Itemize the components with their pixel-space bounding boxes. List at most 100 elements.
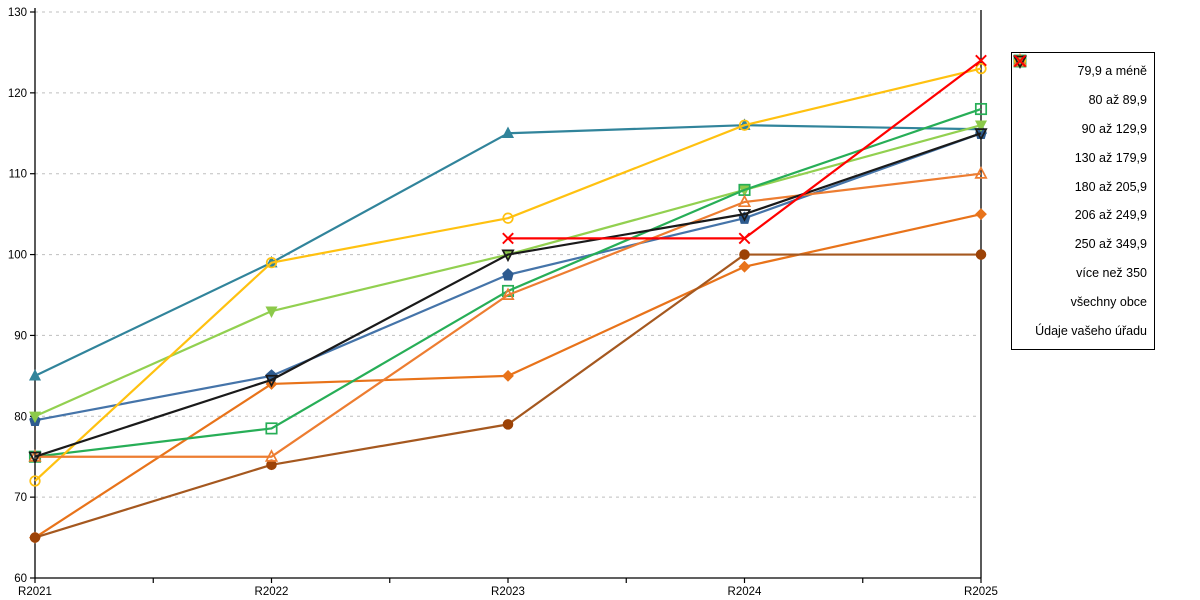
x-marker-icon [738,232,751,245]
data-point [264,449,279,462]
legend-item: 250 až 349,9 [1013,54,1147,255]
data-point [974,128,988,141]
data-point [28,411,42,424]
data-point [266,459,277,471]
circle-marker-icon [265,257,278,269]
data-point [501,287,515,301]
data-point [28,369,42,381]
data-point [975,208,987,221]
data-point [737,209,752,222]
triangle-down-marker-icon [974,120,988,132]
pentagon-marker-icon [502,268,514,281]
triangle-down-marker-icon [1012,55,1028,69]
triangle-up-marker-icon [264,449,279,462]
data-point [265,422,278,435]
legend-item-label: 130 až 179,9 [1074,150,1147,165]
triangle-down-marker-icon [264,374,279,388]
data-point [502,212,514,224]
legend-item: více než 350 [1012,53,1147,284]
y-tick-label: 70 [14,492,27,504]
legend-item: všechny obce [1012,55,1147,313]
circle-marker-icon [738,119,751,131]
legend-item-label: všechny obce [1070,294,1147,309]
square-marker-icon [265,422,278,435]
data-point [974,166,988,179]
data-point [265,306,278,318]
diamond-marker-icon [502,369,514,382]
x-tick-label: R2021 [18,586,52,598]
legend-item: 130 až 179,9 [1013,53,1147,169]
x-marker-icon [1013,54,1027,68]
diamond-marker-icon [738,260,751,273]
y-tick-label: 120 [8,88,27,100]
x-legend-marker-icon [1013,54,1027,68]
y-tick-label: 130 [8,7,27,19]
legend-item: 206 až 249,9 [1013,54,1147,226]
circle-marker-icon [266,459,277,471]
data-point [975,54,987,67]
y-tick-label: 110 [9,169,27,181]
x-marker-icon [975,54,987,67]
legend-item-label: 250 až 349,9 [1074,237,1147,252]
triangle-down-marker-icon [737,209,752,222]
series-line [34,253,981,539]
triangle-up-marker-icon [501,287,515,301]
y-tick-label: 80 [14,411,27,423]
triangle-down-marker-icon [28,451,42,465]
y-tick-label: 100 [8,250,27,262]
x-marker-icon [502,232,514,245]
data-point [502,369,514,382]
legend-item-label: více než 350 [1076,265,1147,280]
legend-item: 90 až 129,9 [1013,53,1147,140]
data-point [738,119,751,131]
data-point [501,126,515,138]
data-point [738,260,751,273]
y-tick-label: 60 [14,573,27,585]
data-point [29,475,41,487]
legend-item-label: 180 až 205,9 [1074,179,1147,194]
circle-marker-icon [739,249,750,260]
triangle-up-marker-icon [737,194,752,208]
legend-item-label: 80 až 89,9 [1088,93,1147,108]
data-point [28,451,42,465]
x-tick-label: R2023 [491,586,525,598]
triangle-up-marker-icon [974,166,988,179]
data-point [501,249,515,263]
data-point [265,257,278,269]
circle-marker-icon [29,475,41,487]
legend-item-label: 79,9 a méně [1077,64,1148,79]
legend-item: Údaje vašeho úřadu [1013,54,1147,342]
data-point [29,532,41,543]
circle-marker-icon [975,249,987,260]
x-tick-label: R2022 [255,586,289,598]
x-tick-label: R2025 [964,586,998,598]
data-point [974,120,988,132]
triangle-down-legend-marker-icon [1012,55,1028,69]
triangle-down-marker-icon [501,249,515,263]
data-point [264,374,279,388]
triangle-down-marker-icon [28,411,42,424]
data-point [975,62,987,75]
data-point [502,232,514,245]
triangle-up-marker-icon [501,126,515,138]
legend-item-label: 206 až 249,9 [1074,208,1147,223]
diamond-marker-icon [975,208,987,221]
data-point [975,249,987,260]
series-line [35,172,982,458]
triangle-up-marker-icon [28,369,42,381]
y-tick-label: 90 [14,330,27,342]
circle-marker-icon [502,419,514,430]
chart-legend: 79,9 a méně 80 až 89,9 90 až 129,9 130 až 1… [1011,52,1155,350]
data-point [739,249,750,260]
legend-item-label: Údaje vašeho úřadu [1035,323,1147,338]
data-point [502,419,514,430]
legend-item-label: 90 až 129,9 [1081,121,1147,136]
data-point [502,268,514,281]
legend-item: 79,9 a méně [1013,54,1148,82]
series-line [34,67,982,482]
series-line [34,132,982,458]
legend-item: 80 až 89,9 [1014,55,1147,111]
x-tick-label: R2024 [728,586,762,598]
